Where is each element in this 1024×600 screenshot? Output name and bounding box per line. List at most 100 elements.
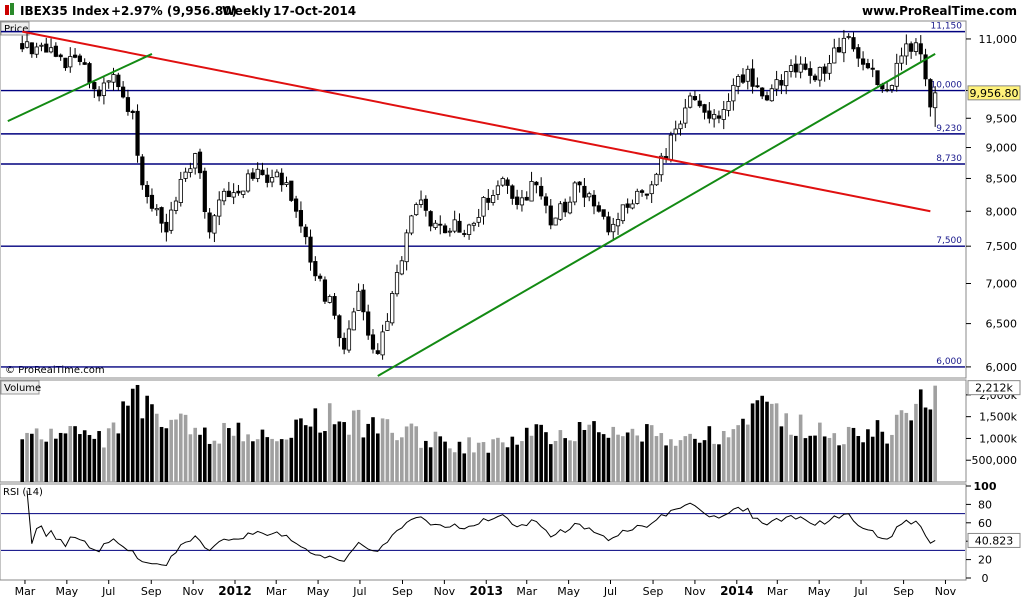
volume-bar — [568, 440, 572, 482]
candle-body — [269, 177, 275, 183]
candle-body — [466, 224, 472, 235]
candle-body — [245, 173, 251, 192]
x-axis: Mar May Jul Sep Nov 2012 Mar May Jul Sep Nov 2013 Ma… — [15, 580, 957, 598]
candle-body — [125, 97, 131, 112]
volume-bar — [279, 439, 284, 482]
volume-bar — [44, 441, 49, 482]
volume-bar — [899, 410, 904, 482]
price-tick-label: 9,000 — [986, 142, 1018, 155]
volume-bar — [625, 432, 630, 482]
candle-body — [197, 151, 203, 174]
candle-body — [236, 190, 241, 194]
candle-body — [101, 82, 107, 96]
candle-body — [284, 182, 289, 185]
candle-body — [169, 209, 174, 231]
candle-body — [812, 75, 818, 81]
level-label: 6,000 — [936, 357, 962, 367]
volume-bar — [395, 440, 399, 482]
candle-body — [20, 43, 25, 50]
price-tick-label: 6,500 — [986, 318, 1018, 331]
volume-bar — [693, 438, 697, 482]
volume-bar — [476, 442, 481, 482]
candle-body — [769, 88, 774, 102]
volume-bar — [774, 403, 779, 482]
volume-bar — [851, 427, 856, 482]
candle-body — [327, 296, 332, 303]
volume-bar — [135, 384, 140, 482]
volume-bar — [597, 432, 601, 482]
volume-bar — [255, 439, 260, 482]
volume-bar — [678, 440, 683, 482]
candle-body — [231, 192, 236, 198]
rsi-tick-label: 80 — [978, 498, 992, 511]
candle-body — [53, 45, 58, 57]
level-label: 10,000 — [931, 81, 963, 91]
volume-bar — [510, 436, 515, 482]
candle-body — [784, 71, 789, 87]
candle-body — [495, 185, 501, 195]
volume-bar — [760, 395, 764, 482]
volume-bar — [78, 434, 82, 482]
volume-bar — [702, 440, 707, 482]
candle-body — [668, 134, 673, 160]
volume-bar — [736, 425, 740, 482]
candle-body — [385, 320, 390, 331]
x-tick-label: Mar — [15, 585, 36, 598]
volume-bar — [832, 433, 837, 482]
price-tick-label: 6,000 — [986, 361, 1018, 374]
candle-body — [563, 201, 568, 213]
candle-body — [433, 222, 438, 228]
candle-body — [202, 170, 207, 213]
x-tick-label: Jul — [853, 585, 867, 598]
candle-body — [207, 212, 212, 233]
volume-bar — [92, 438, 97, 482]
x-tick-label: Nov — [434, 585, 456, 598]
price-tick-label: 9,500 — [986, 112, 1018, 125]
volume-bar — [529, 435, 534, 482]
price-tick-label: 8,500 — [986, 172, 1018, 185]
volume-bar — [116, 433, 121, 482]
candle-body — [923, 54, 928, 80]
volume-bar — [842, 444, 846, 482]
candle-body — [736, 75, 741, 87]
candle-body — [366, 311, 371, 336]
candle-body — [260, 169, 265, 176]
x-tick-label: Nov — [182, 585, 204, 598]
volume-bar — [635, 435, 640, 482]
candle-body — [832, 47, 837, 64]
rsi-path — [26, 490, 936, 567]
candle-body — [678, 123, 683, 130]
volume-bar — [846, 426, 851, 482]
candle-body — [918, 43, 923, 55]
volume-bar — [332, 424, 337, 482]
candle-body — [342, 337, 347, 350]
volume-bar — [524, 427, 529, 482]
candle-body — [529, 181, 534, 202]
x-tick-label: 2012 — [218, 584, 251, 598]
uptrend-line — [377, 53, 936, 377]
volume-bar — [390, 432, 395, 482]
candle-body — [630, 203, 635, 209]
candle-body — [846, 36, 851, 38]
candle-body — [77, 55, 82, 62]
candle-body — [515, 196, 520, 205]
candle-body — [48, 47, 54, 53]
volume-bar — [351, 410, 356, 482]
candle-body — [82, 62, 87, 65]
candle-body — [635, 190, 640, 204]
candle-body — [399, 260, 404, 275]
price-panel-label: Price — [4, 24, 28, 35]
candle-body — [380, 331, 385, 356]
volume-bar — [198, 434, 202, 482]
volume-bar — [366, 423, 370, 482]
volume-bar — [563, 438, 567, 482]
volume-bar — [25, 432, 29, 482]
candle-body — [731, 84, 736, 102]
candle-body — [750, 68, 755, 87]
candle-body — [351, 311, 356, 331]
volume-bar — [918, 389, 923, 482]
x-tick-label: Sep — [141, 585, 162, 598]
price-panel-frame — [0, 20, 967, 379]
volume-bar — [496, 437, 500, 482]
